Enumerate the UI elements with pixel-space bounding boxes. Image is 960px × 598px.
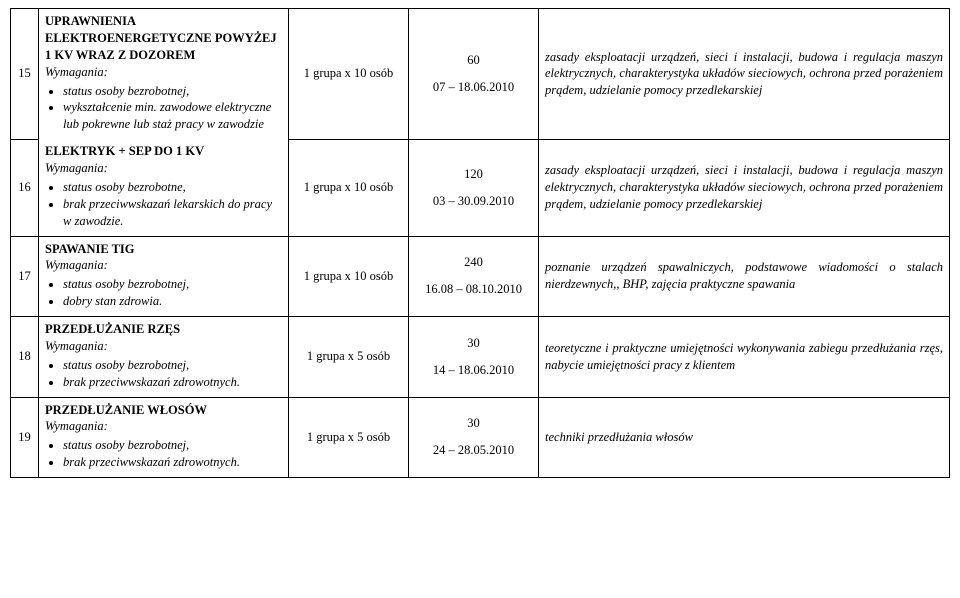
req-label: Wymagania: [45, 161, 108, 175]
list-item: brak przeciwwskazań lekarskich do pracy … [63, 196, 282, 230]
course-title: UPRAWNIENIA ELEKTROENERGETYCZNE POWYŻEJ … [45, 14, 277, 62]
dates: 03 – 30.09.2010 [415, 193, 532, 210]
list-item: dobry stan zdrowia. [63, 293, 282, 310]
description-cell: zasady eksploatacji urządzeń, sieci i in… [539, 139, 950, 236]
duration-cell: 120 03 – 30.09.2010 [409, 139, 539, 236]
hours: 30 [415, 335, 532, 352]
course-title: ELEKTRYK + SEP DO 1 KV [45, 144, 204, 158]
group-cell: 1 grupa x 10 osób [289, 9, 409, 140]
duration-cell: 30 14 – 18.06.2010 [409, 317, 539, 398]
course-title: PRZEDŁUŻANIE RZĘS [45, 322, 180, 336]
req-label: Wymagania: [45, 65, 108, 79]
req-label: Wymagania: [45, 339, 108, 353]
dates: 07 – 18.06.2010 [415, 79, 532, 96]
dates: 24 – 28.05.2010 [415, 442, 532, 459]
hours: 240 [415, 254, 532, 271]
list-item: brak przeciwwskazań zdrowotnych. [63, 454, 282, 471]
group-cell: 1 grupa x 5 osób [289, 397, 409, 478]
description-cell: poznanie urządzeń spawalniczych, podstaw… [539, 236, 950, 317]
req-label: Wymagania: [45, 258, 108, 272]
description-cell: zasady eksploatacji urządzeń, sieci i in… [539, 9, 950, 140]
group-cell: 1 grupa x 10 osób [289, 236, 409, 317]
table-row: 19 PRZEDŁUŻANIE WŁOSÓW Wymagania: status… [11, 397, 950, 478]
course-name-cell: ELEKTRYK + SEP DO 1 KV Wymagania: status… [39, 139, 289, 236]
list-item: status osoby bezrobotnej, [63, 437, 282, 454]
course-name-cell: PRZEDŁUŻANIE RZĘS Wymagania: status osob… [39, 317, 289, 398]
table-row: 15 UPRAWNIENIA ELEKTROENERGETYCZNE POWYŻ… [11, 9, 950, 140]
list-item: status osoby bezrobotnej, [63, 83, 282, 100]
list-item: brak przeciwwskazań zdrowotnych. [63, 374, 282, 391]
hours: 30 [415, 415, 532, 432]
requirements-list: status osoby bezrobotnej, brak przeciwws… [63, 357, 282, 391]
row-number: 18 [11, 317, 39, 398]
list-item: wykształcenie min. zawodowe elektryczne … [63, 99, 282, 133]
requirements-list: status osoby bezrobotne, brak przeciwwsk… [63, 179, 282, 230]
list-item: status osoby bezrobotne, [63, 179, 282, 196]
row-number: 17 [11, 236, 39, 317]
duration-cell: 240 16.08 – 08.10.2010 [409, 236, 539, 317]
dates: 16.08 – 08.10.2010 [415, 281, 532, 298]
row-number: 16 [11, 139, 39, 236]
hours: 60 [415, 52, 532, 69]
dates: 14 – 18.06.2010 [415, 362, 532, 379]
requirements-list: status osoby bezrobotnej, brak przeciwws… [63, 437, 282, 471]
row-number: 15 [11, 9, 39, 140]
course-title: SPAWANIE TIG [45, 242, 135, 256]
req-label: Wymagania: [45, 419, 108, 433]
requirements-list: status osoby bezrobotnej, wykształcenie … [63, 83, 282, 134]
group-cell: 1 grupa x 5 osób [289, 317, 409, 398]
duration-cell: 60 07 – 18.06.2010 [409, 9, 539, 140]
course-title: PRZEDŁUŻANIE WŁOSÓW [45, 403, 207, 417]
table-row: 18 PRZEDŁUŻANIE RZĘS Wymagania: status o… [11, 317, 950, 398]
description-cell: techniki przedłużania włosów [539, 397, 950, 478]
course-name-cell: UPRAWNIENIA ELEKTROENERGETYCZNE POWYŻEJ … [39, 9, 289, 140]
list-item: status osoby bezrobotnej, [63, 276, 282, 293]
course-name-cell: SPAWANIE TIG Wymagania: status osoby bez… [39, 236, 289, 317]
hours: 120 [415, 166, 532, 183]
table-row: 16 ELEKTRYK + SEP DO 1 KV Wymagania: sta… [11, 139, 950, 236]
row-number: 19 [11, 397, 39, 478]
description-cell: teoretyczne i praktyczne umiejętności wy… [539, 317, 950, 398]
list-item: status osoby bezrobotnej, [63, 357, 282, 374]
courses-table: 15 UPRAWNIENIA ELEKTROENERGETYCZNE POWYŻ… [10, 8, 950, 478]
group-cell: 1 grupa x 10 osób [289, 139, 409, 236]
requirements-list: status osoby bezrobotnej, dobry stan zdr… [63, 276, 282, 310]
course-name-cell: PRZEDŁUŻANIE WŁOSÓW Wymagania: status os… [39, 397, 289, 478]
page: 15 UPRAWNIENIA ELEKTROENERGETYCZNE POWYŻ… [0, 0, 960, 486]
duration-cell: 30 24 – 28.05.2010 [409, 397, 539, 478]
table-row: 17 SPAWANIE TIG Wymagania: status osoby … [11, 236, 950, 317]
